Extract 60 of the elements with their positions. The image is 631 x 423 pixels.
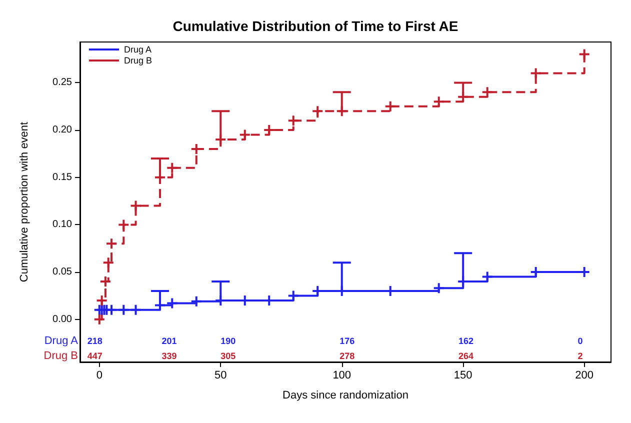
point (434, 96, 444, 107)
text: Drug B (44, 350, 78, 362)
point (288, 116, 298, 126)
x-axis-title: Days since randomization (282, 390, 408, 402)
point (103, 258, 114, 268)
point (96, 295, 107, 306)
annotation: 278 (340, 351, 355, 361)
y-tick-label: 0.05 (52, 266, 72, 278)
point (118, 304, 129, 315)
annotation: 201 (162, 336, 177, 346)
y-tick-label: 0.25 (52, 77, 72, 88)
point (482, 87, 492, 98)
annotation: 190 (220, 336, 236, 346)
x-tick-label: 100 (332, 370, 352, 382)
point (155, 172, 166, 182)
y-tick-label: 0.00 (52, 314, 72, 325)
annotation: 162 (458, 336, 474, 346)
point (94, 314, 104, 324)
point (264, 125, 274, 136)
x-tick-label: 0 (96, 370, 102, 382)
point (167, 298, 178, 308)
point (336, 106, 347, 116)
point (482, 272, 492, 282)
annotation: 447 (87, 351, 102, 361)
x-tick-label: 50 (214, 370, 227, 382)
point (240, 130, 250, 140)
annotation: 176 (340, 336, 355, 346)
annotation: 305 (220, 351, 236, 361)
x-tick-label: 200 (575, 370, 594, 382)
point (434, 283, 444, 294)
point (191, 296, 202, 306)
point (312, 106, 323, 116)
point (167, 162, 178, 173)
x-tick-label: 150 (454, 370, 472, 382)
point (216, 134, 226, 145)
annotation: 218 (87, 336, 102, 346)
point (130, 304, 141, 315)
annotation: 339 (162, 351, 177, 361)
point (288, 290, 298, 301)
point (118, 220, 129, 230)
y-tick-label: 0.10 (52, 219, 72, 230)
chart-title: Cumulative Distribution of Time to First AE (172, 18, 458, 34)
legend-label: Drug B (124, 56, 152, 66)
legend-label: Drug A (124, 44, 152, 54)
point (106, 238, 117, 249)
annotation: 264 (458, 351, 474, 361)
point (100, 276, 110, 287)
y-tick-label: 0.20 (52, 124, 72, 136)
annotation: 0 (578, 336, 583, 346)
point (130, 200, 141, 211)
text: Drug A (44, 335, 79, 347)
point (579, 49, 590, 60)
annotation: 2 (578, 351, 583, 361)
point (458, 92, 468, 102)
point (385, 101, 396, 112)
point (106, 304, 117, 315)
y-axis-title: Cumulative proportion with event (18, 122, 30, 282)
point (155, 300, 166, 310)
y-tick-label: 0.15 (52, 172, 72, 183)
point (530, 68, 541, 78)
